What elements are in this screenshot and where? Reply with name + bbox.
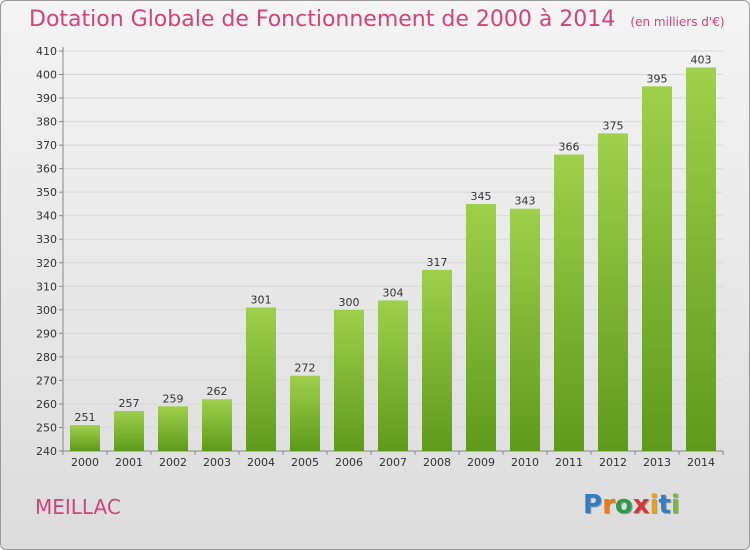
bar-2008 xyxy=(422,269,452,451)
data-label-2009: 345 xyxy=(471,190,492,203)
logo-letter: x xyxy=(632,490,650,520)
data-label-2012: 375 xyxy=(603,119,624,132)
bar-2001 xyxy=(114,411,144,451)
logo-letter: t xyxy=(658,490,671,520)
y-tick-label: 380 xyxy=(36,116,57,129)
y-tick-label: 350 xyxy=(36,186,57,199)
x-tick-label-2005: 2005 xyxy=(291,456,319,469)
y-tick-label: 330 xyxy=(36,233,57,246)
x-tick-label-2004: 2004 xyxy=(247,456,275,469)
bar-2012 xyxy=(598,133,628,451)
bar-2010 xyxy=(510,208,540,451)
data-label-2006: 300 xyxy=(339,296,360,309)
data-label-2001: 257 xyxy=(119,397,140,410)
logo-letter: i xyxy=(670,490,680,520)
y-tick-label: 250 xyxy=(36,421,57,434)
data-label-2002: 259 xyxy=(163,392,184,405)
y-tick-label: 260 xyxy=(36,398,57,411)
data-label-2000: 251 xyxy=(75,411,96,424)
y-tick-label: 400 xyxy=(36,69,57,82)
title-row: Dotation Globale de Fonctionnement de 20… xyxy=(29,7,725,32)
y-tick-label: 270 xyxy=(36,374,57,387)
data-label-2005: 272 xyxy=(295,362,316,375)
x-tick-label-2013: 2013 xyxy=(643,456,671,469)
x-tick-label-2012: 2012 xyxy=(599,456,627,469)
x-tick-label-2014: 2014 xyxy=(687,456,715,469)
x-tick-label-2001: 2001 xyxy=(115,456,143,469)
bar-2011 xyxy=(554,154,584,451)
x-tick-label-2002: 2002 xyxy=(159,456,187,469)
logo-letter: r xyxy=(602,490,615,520)
x-tick-label-2003: 2003 xyxy=(203,456,231,469)
data-label-2013: 395 xyxy=(647,72,668,85)
data-label-2014: 403 xyxy=(691,53,712,66)
data-label-2010: 343 xyxy=(515,195,536,208)
x-tick-label-2009: 2009 xyxy=(467,456,495,469)
y-tick-label: 290 xyxy=(36,327,57,340)
data-label-2004: 301 xyxy=(251,293,272,306)
y-tick-label: 370 xyxy=(36,139,57,152)
commune-name: MEILLAC xyxy=(35,495,121,519)
y-tick-label: 360 xyxy=(36,163,57,176)
data-label-2011: 366 xyxy=(559,141,580,154)
logo-letter: o xyxy=(614,490,633,520)
x-tick-label-2007: 2007 xyxy=(379,456,407,469)
bar-2002 xyxy=(158,406,188,451)
x-tick-label-2006: 2006 xyxy=(335,456,363,469)
y-tick-label: 410 xyxy=(36,45,57,58)
proxiti-logo: Proxiti xyxy=(583,490,680,520)
y-tick-label: 340 xyxy=(36,210,57,223)
bar-2009 xyxy=(466,203,496,451)
bar-2000 xyxy=(70,425,100,451)
data-label-2008: 317 xyxy=(427,256,448,269)
chart-title: Dotation Globale de Fonctionnement de 20… xyxy=(29,7,616,32)
x-tick-label-2000: 2000 xyxy=(71,456,99,469)
bar-2006 xyxy=(334,309,364,451)
x-tick-label-2011: 2011 xyxy=(555,456,583,469)
bar-2007 xyxy=(378,300,408,451)
bar-2005 xyxy=(290,375,320,451)
x-tick-label-2008: 2008 xyxy=(423,456,451,469)
y-tick-label: 300 xyxy=(36,304,57,317)
data-label-2007: 304 xyxy=(383,286,404,299)
x-tick-label-2010: 2010 xyxy=(511,456,539,469)
bar-2014 xyxy=(686,67,716,452)
data-label-2003: 262 xyxy=(207,385,228,398)
bar-2013 xyxy=(642,86,672,451)
bar-2004 xyxy=(246,307,276,451)
y-tick-label: 390 xyxy=(36,92,57,105)
y-tick-label: 280 xyxy=(36,351,57,364)
y-tick-label: 320 xyxy=(36,257,57,270)
logo-letter: i xyxy=(649,490,659,520)
y-tick-label: 240 xyxy=(36,445,57,458)
label-layer: 251 257 259 262 301 272 300 304 317 345 343 366 375 3… xyxy=(75,53,712,424)
bar-layer xyxy=(70,67,716,452)
chart-subtitle: (en milliers d'€) xyxy=(630,15,725,29)
bar-2003 xyxy=(202,399,232,451)
y-tick-label: 310 xyxy=(36,280,57,293)
logo-letter: P xyxy=(583,490,603,520)
